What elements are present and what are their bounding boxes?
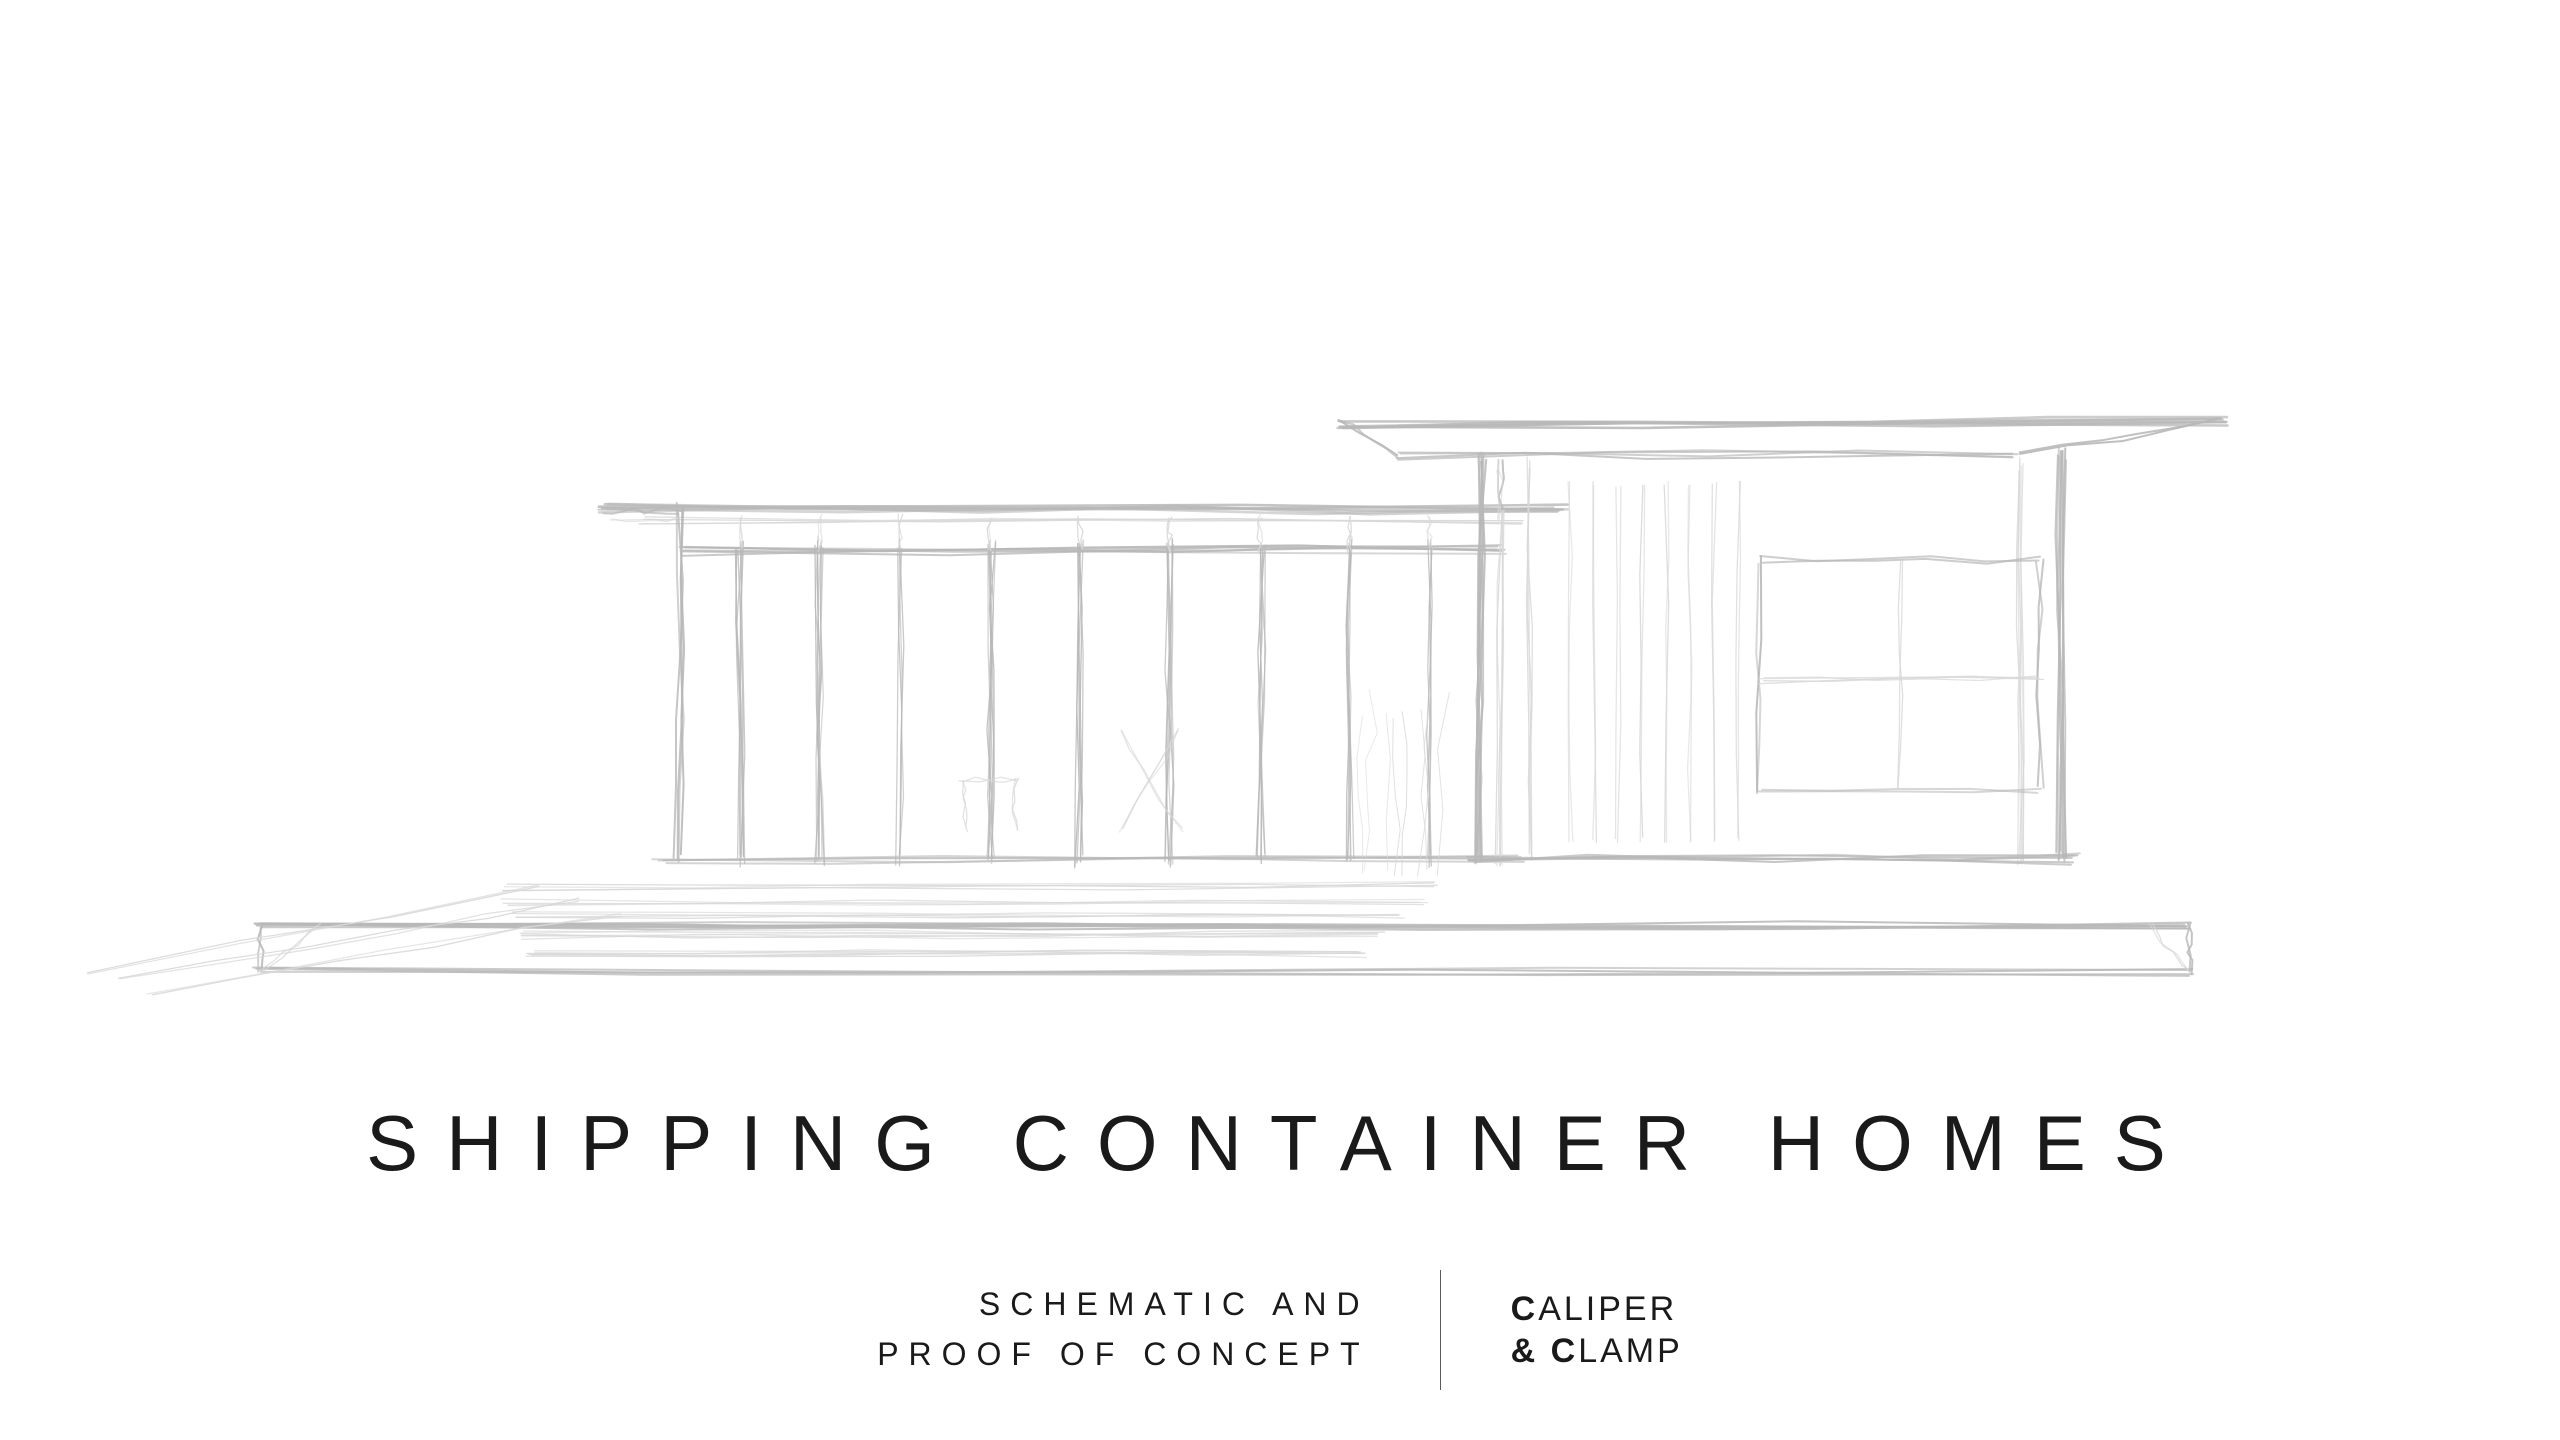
architectural-sketch: [60, 400, 2300, 1020]
subtitle: SCHEMATIC AND PROOF OF CONCEPT: [877, 1280, 1369, 1379]
subtitle-line-2: PROOF OF CONCEPT: [877, 1330, 1369, 1380]
subtitle-line-1: SCHEMATIC AND: [877, 1280, 1369, 1330]
page-title: SHIPPING CONTAINER HOMES: [0, 1098, 2560, 1189]
brand-line-1: CALIPER: [1511, 1288, 1683, 1331]
brand-line-2: & CLAMP: [1511, 1330, 1683, 1373]
brand-logo: CALIPER & CLAMP: [1511, 1288, 1683, 1373]
vertical-divider: [1440, 1270, 1441, 1390]
